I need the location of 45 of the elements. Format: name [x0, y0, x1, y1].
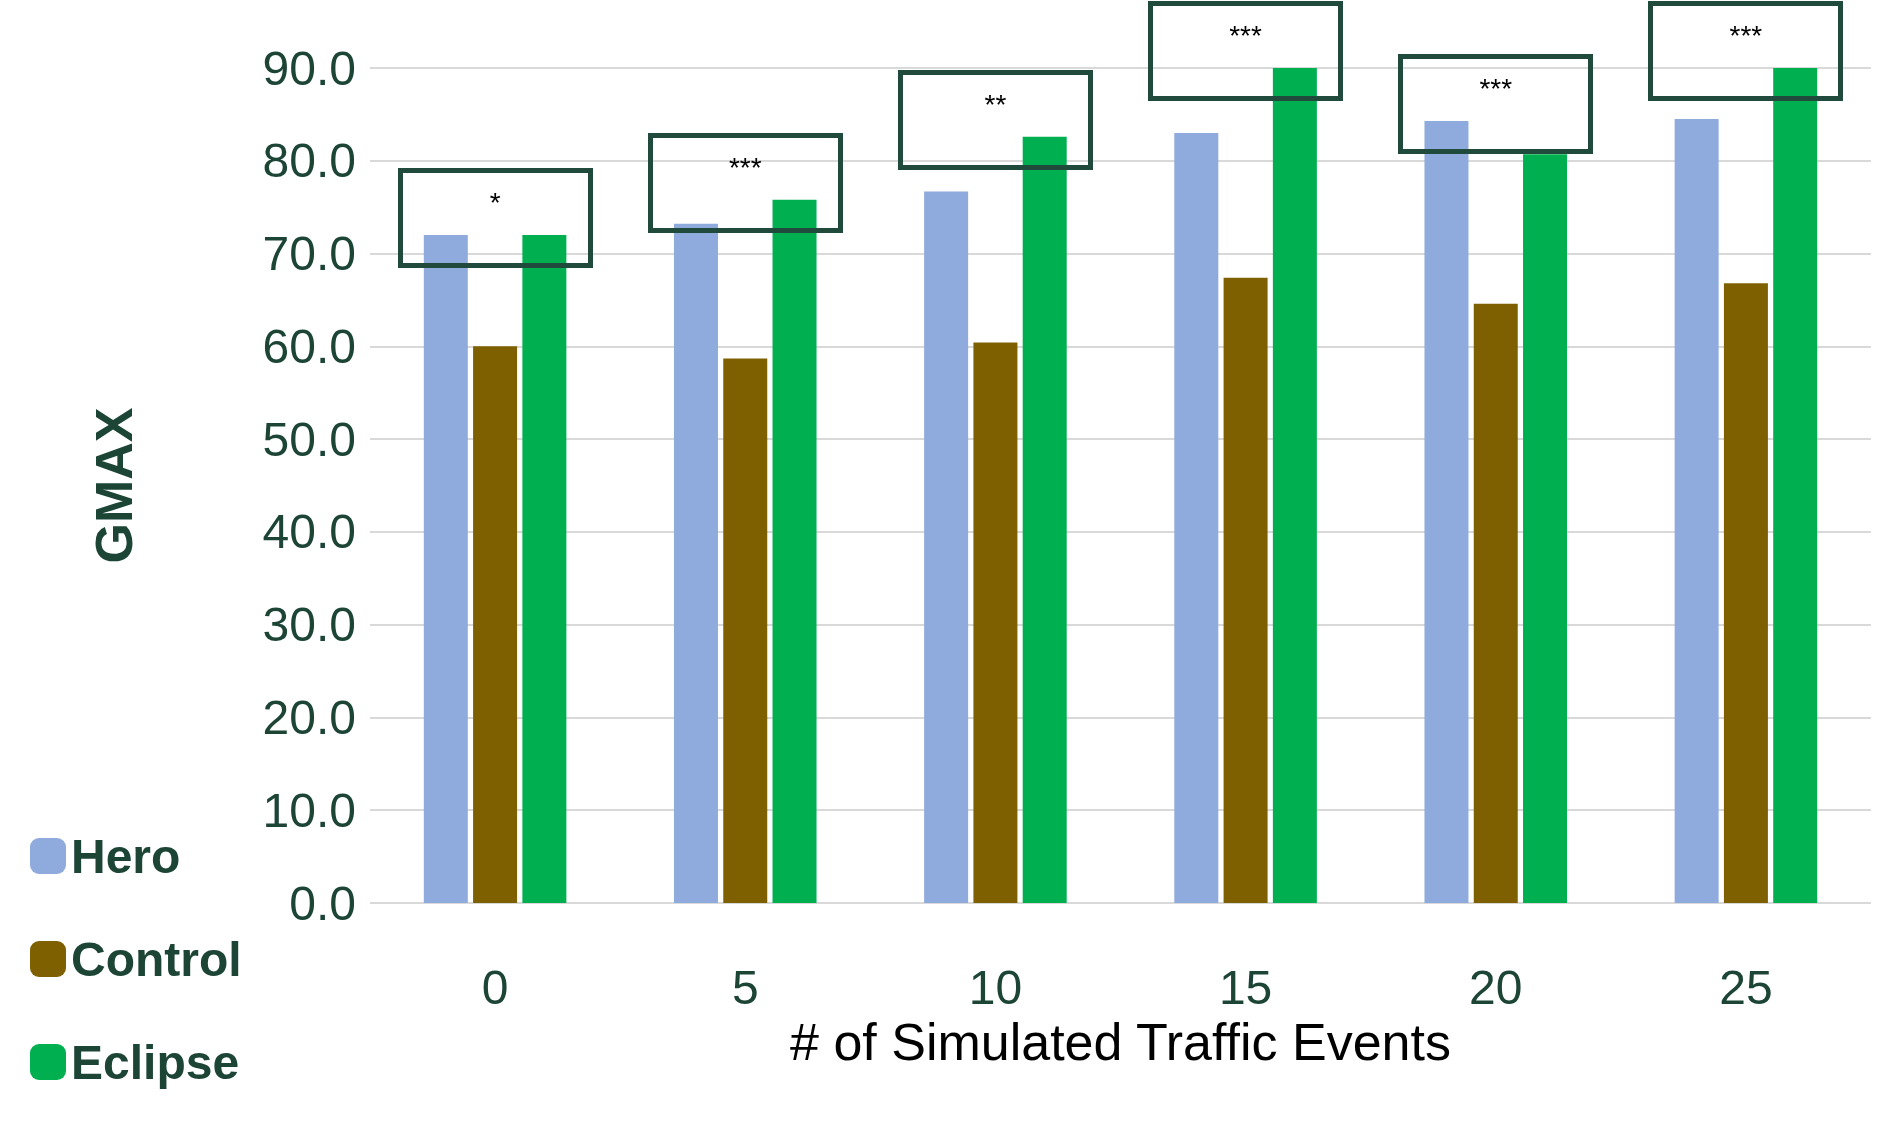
legend-label: Eclipse: [71, 1035, 240, 1089]
bar: [1773, 68, 1818, 903]
y-tick-label: 60.0: [262, 319, 356, 373]
y-tick-label: 50.0: [262, 412, 356, 466]
bar: [1723, 283, 1768, 903]
x-tick-label: 0: [481, 960, 509, 1014]
bar: [1523, 154, 1568, 903]
x-tick-label: 20: [1469, 960, 1523, 1014]
y-tick-label: 80.0: [262, 134, 356, 188]
y-tick-label: 90.0: [262, 41, 356, 95]
bar: [423, 235, 468, 903]
y-tick-label: 0.0: [289, 876, 356, 930]
outline-box: **: [897, 69, 1093, 170]
y-tick-label: 10.0: [262, 783, 356, 837]
legend-label: Control: [71, 932, 242, 986]
outline-box: ***: [1398, 53, 1594, 154]
bar: [1674, 119, 1719, 903]
bar: [473, 346, 518, 903]
y-tick-label: 70.0: [262, 227, 356, 281]
y-axis-title: GMAX: [85, 407, 143, 564]
bar: [772, 199, 817, 903]
bar: [1223, 277, 1268, 903]
bar: [673, 223, 718, 903]
bar: [1424, 120, 1469, 903]
x-tick-label: 15: [1218, 960, 1273, 1014]
bar: [522, 235, 567, 903]
legend-label: Hero: [71, 829, 181, 883]
outline-box: ***: [647, 132, 843, 233]
outline-box: *: [397, 168, 593, 268]
bar: [1272, 68, 1317, 903]
x-tick-label: 5: [731, 960, 759, 1014]
bar: [1022, 136, 1067, 903]
x-tick-label: 10: [968, 960, 1023, 1014]
outline-box: ***: [1148, 1, 1344, 101]
bar: [723, 358, 768, 903]
bar: [973, 342, 1018, 903]
x-tick-label: 25: [1719, 960, 1773, 1014]
bar: [924, 191, 969, 903]
y-tick-label: 20.0: [262, 690, 356, 744]
bar: [1473, 303, 1518, 903]
y-tick-label: 40.0: [262, 505, 356, 559]
outline-box: ***: [1648, 1, 1844, 101]
bar: [1174, 132, 1219, 903]
y-tick-label: 30.0: [262, 598, 356, 652]
x-axis-title: # of Simulated Traffic Events: [790, 1012, 1451, 1071]
